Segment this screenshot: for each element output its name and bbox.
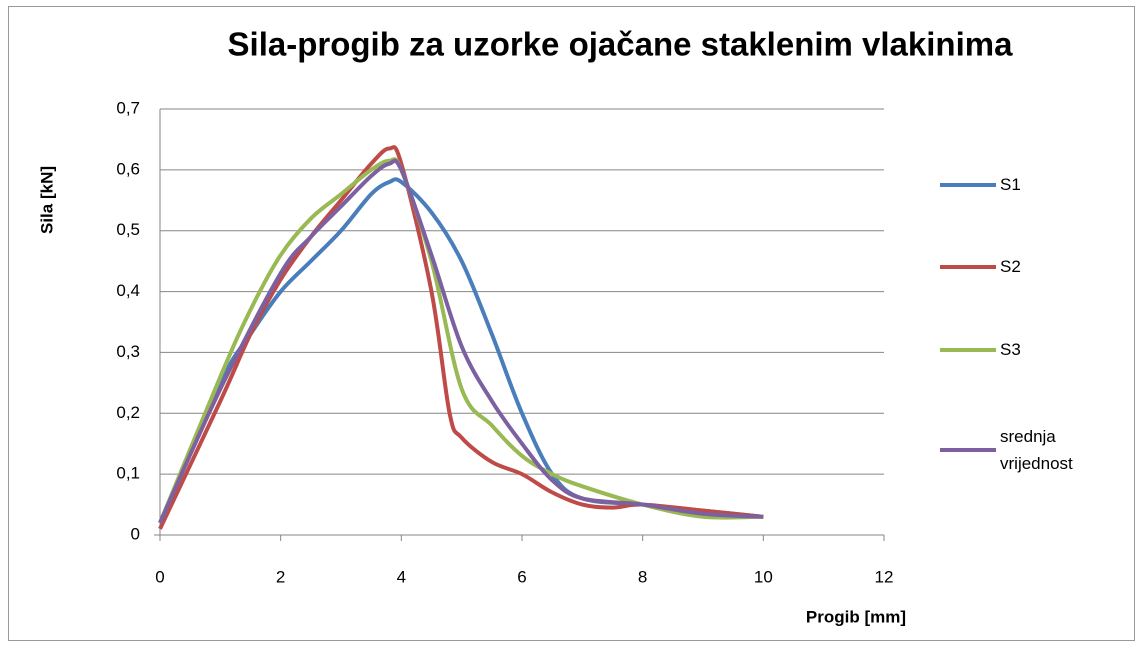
chart-border [8, 6, 1135, 641]
x-tick-label: 12 [875, 567, 894, 586]
x-tick-label: 6 [517, 567, 526, 586]
series-line [158, 158, 764, 524]
chart-title: Sila-progib za uzorke ojačane staklenim … [228, 26, 1014, 63]
legend-swatch [940, 448, 996, 452]
legend-label: S3 [1000, 340, 1021, 359]
legend-item: srednja vrijednost [940, 423, 1100, 477]
y-tick-label: 0,4 [116, 281, 140, 300]
y-tick-label: 0,1 [116, 464, 140, 483]
y-tick-label: 0,3 [116, 342, 140, 361]
legend-swatch [940, 347, 996, 352]
series-line [158, 145, 764, 530]
legend-label: S1 [1000, 175, 1021, 194]
y-tick-label: 0,6 [116, 159, 140, 178]
legend-swatch [940, 264, 996, 269]
x-tick-label: 10 [754, 567, 773, 586]
y-tick-label: 0,2 [116, 403, 140, 422]
y-tick-label: 0,7 [116, 98, 140, 117]
legend-label: srednja vrijednost [1000, 427, 1073, 473]
x-tick-label: 8 [638, 567, 647, 586]
legend-label: S2 [1000, 257, 1021, 276]
legend-item: S3 [940, 336, 1100, 363]
x-tick-label: 0 [155, 567, 164, 586]
legend-item: S2 [940, 253, 1100, 280]
y-tick-label: 0 [131, 524, 140, 543]
x-tick-label: 4 [397, 567, 406, 586]
legend-swatch [940, 182, 996, 187]
x-axis-label: Progib [mm] [806, 607, 906, 626]
y-axis-label: Sila [kN] [37, 166, 56, 234]
x-tick-label: 2 [276, 567, 285, 586]
legend-item: S1 [940, 171, 1100, 198]
y-tick-label: 0,5 [116, 220, 140, 239]
